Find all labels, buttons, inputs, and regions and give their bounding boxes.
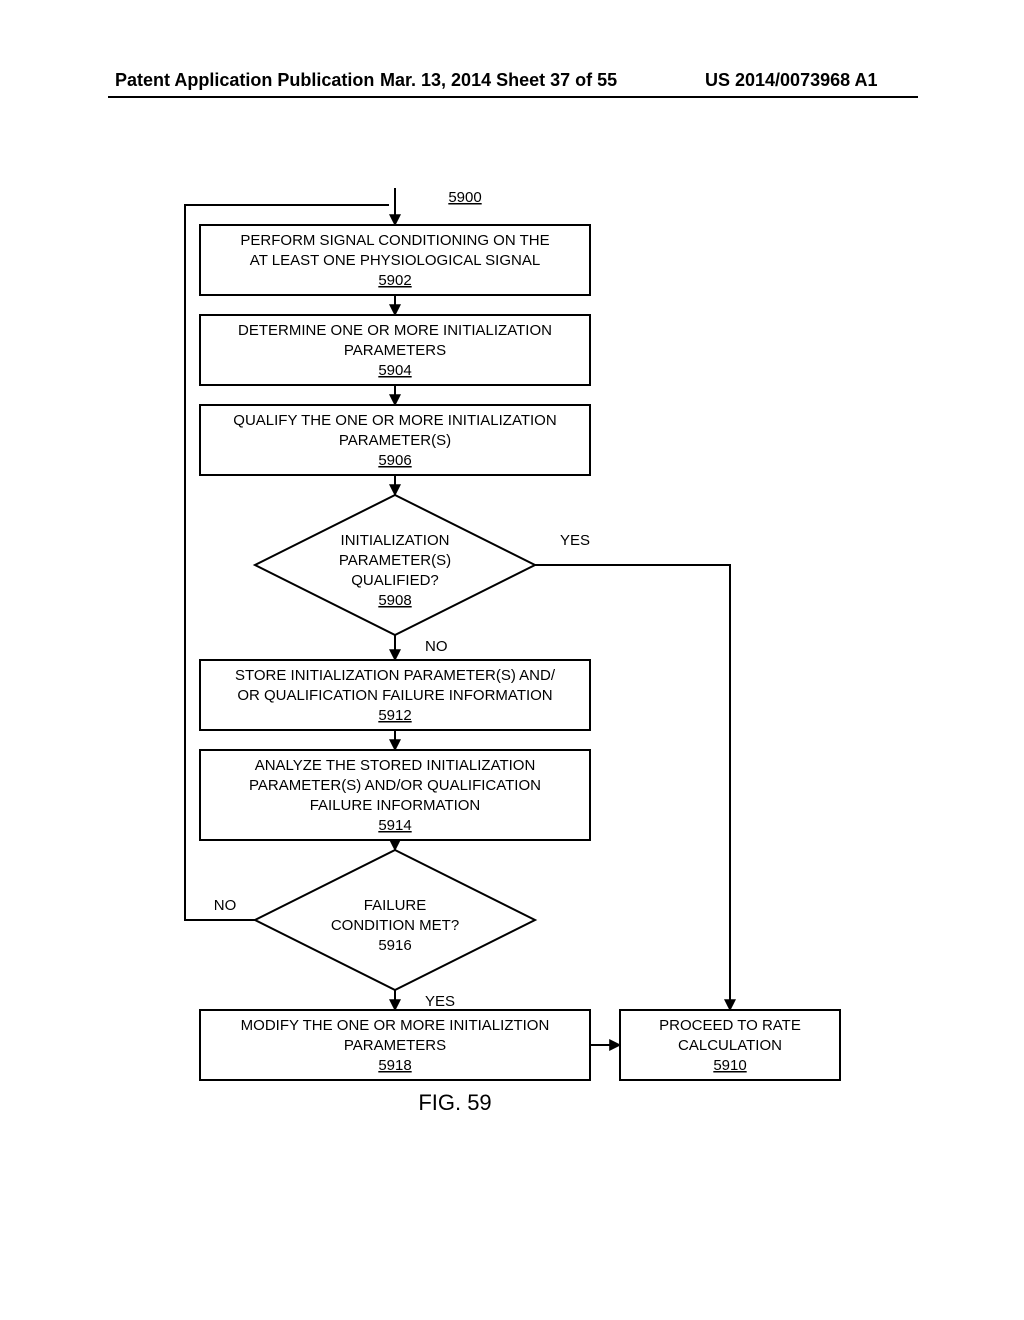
b5914-l2: PARAMETER(S) AND/OR QUALIFICATION bbox=[249, 777, 541, 794]
header-left: Patent Application Publication bbox=[115, 70, 374, 91]
b5914-ref: 5914 bbox=[378, 817, 411, 834]
b5904-l1: DETERMINE ONE OR MORE INITIALIZATION bbox=[238, 322, 552, 339]
d5908-l1: INITIALIZATION bbox=[341, 532, 450, 549]
flowchart: 5900 PERFORM SIGNAL CONDITIONING ON THE AT… bbox=[0, 170, 1024, 1170]
d5908-l2: PARAMETER(S) bbox=[339, 552, 451, 569]
b5906-ref: 5906 bbox=[378, 452, 411, 469]
b5902-l2: AT LEAST ONE PHYSIOLOGICAL SIGNAL bbox=[250, 252, 540, 269]
label-no-5916: NO bbox=[214, 897, 237, 914]
b5918-ref: 5918 bbox=[378, 1057, 411, 1074]
b5906-l2: PARAMETER(S) bbox=[339, 432, 451, 449]
header-right: US 2014/0073968 A1 bbox=[705, 70, 877, 91]
b5906-l1: QUALIFY THE ONE OR MORE INITIALIZATION bbox=[233, 412, 556, 429]
b5918-l1: MODIFY THE ONE OR MORE INITIALIZTION bbox=[241, 1017, 550, 1034]
label-no-5908: NO bbox=[425, 638, 448, 655]
b5914-l1: ANALYZE THE STORED INITIALIZATION bbox=[255, 757, 536, 774]
b5912-l1: STORE INITIALIZATION PARAMETER(S) AND/ bbox=[235, 667, 556, 684]
figure-label: FIG. 59 bbox=[418, 1090, 491, 1115]
b5910-l2: CALCULATION bbox=[678, 1037, 782, 1054]
b5912-ref: 5912 bbox=[378, 707, 411, 724]
b5904-l2: PARAMETERS bbox=[344, 342, 446, 359]
d5916-l2: CONDITION MET? bbox=[331, 917, 459, 934]
b5910-ref: 5910 bbox=[713, 1057, 746, 1074]
b5904-ref: 5904 bbox=[378, 362, 411, 379]
b5902-l1: PERFORM SIGNAL CONDITIONING ON THE bbox=[240, 232, 549, 249]
b5912-l2: OR QUALIFICATION FAILURE INFORMATION bbox=[237, 687, 552, 704]
label-yes-5908: YES bbox=[560, 532, 590, 549]
d5916-ref: 5916 bbox=[378, 937, 411, 954]
b5918-l2: PARAMETERS bbox=[344, 1037, 446, 1054]
b5902-ref: 5902 bbox=[378, 272, 411, 289]
d5916-l1: FAILURE bbox=[364, 897, 427, 914]
flowchart-container: 5900 PERFORM SIGNAL CONDITIONING ON THE AT… bbox=[0, 170, 1024, 1175]
label-yes-5916: YES bbox=[425, 993, 455, 1010]
b5914-l3: FAILURE INFORMATION bbox=[310, 797, 481, 814]
header-rule bbox=[108, 96, 918, 98]
b5910-l1: PROCEED TO RATE bbox=[659, 1017, 801, 1034]
flow-ref-5900: 5900 bbox=[448, 189, 481, 206]
header-mid: Mar. 13, 2014 Sheet 37 of 55 bbox=[380, 70, 617, 91]
d5908-ref: 5908 bbox=[378, 592, 411, 609]
d5908-l3: QUALIFIED? bbox=[351, 572, 439, 589]
